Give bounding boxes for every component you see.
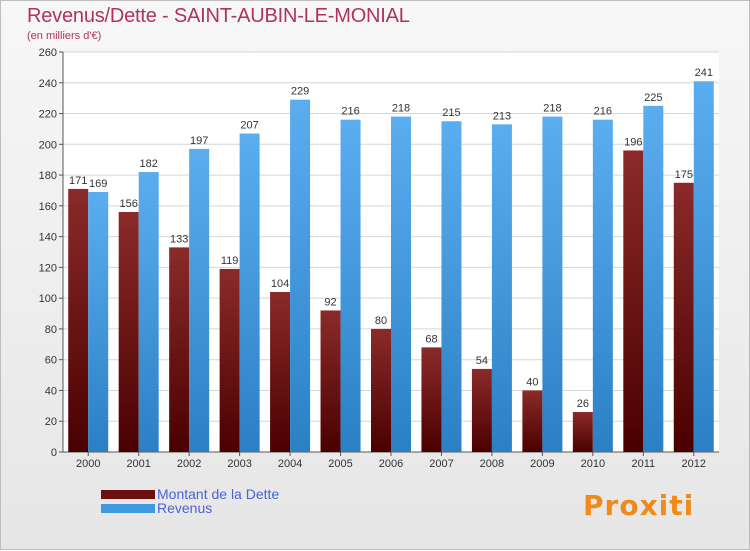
x-tick-label: 2005 — [328, 458, 352, 470]
bar-debt-2000 — [68, 188, 89, 452]
data-label-debt-2012: 175 — [675, 169, 693, 181]
x-tick-label: 2002 — [177, 458, 201, 470]
legend: Montant de la Dette Revenus — [101, 486, 280, 516]
data-label-revenue-2003: 207 — [240, 120, 258, 132]
x-tick-label: 2011 — [631, 458, 655, 470]
data-label-debt-2004: 104 — [271, 278, 289, 290]
data-label-debt-2005: 92 — [324, 296, 336, 308]
y-tick-label: 220 — [39, 109, 57, 121]
data-label-debt-2002: 133 — [170, 233, 188, 245]
bar-debt-2001 — [118, 212, 139, 452]
bar-revenue-2006 — [391, 116, 411, 452]
bar-debt-2007 — [421, 347, 442, 452]
bar-revenue-2003 — [239, 133, 260, 453]
chart-subtitle: (en milliers d'€) — [27, 30, 102, 42]
bar-revenue-2002 — [189, 148, 210, 452]
data-label-debt-2003: 119 — [221, 255, 239, 267]
x-tick-label: 2000 — [76, 458, 100, 470]
data-label-revenue-2007: 215 — [442, 107, 460, 119]
x-tick-label: 2010 — [581, 458, 605, 470]
y-tick-label: 140 — [39, 232, 57, 244]
legend-swatch-debt — [101, 489, 155, 499]
axis-layer: 0 20 40 60 80 100 120 140 160 180 200 220 240 260 2000… — [39, 47, 719, 470]
bar-revenue-2008 — [491, 124, 512, 453]
x-tick-label: 2003 — [227, 458, 251, 470]
y-tick-label: 0 — [51, 447, 57, 459]
data-label-debt-2001: 156 — [120, 198, 138, 210]
bar-revenue-2001 — [138, 172, 159, 452]
bar-layer — [68, 81, 714, 453]
y-tick-label: 180 — [39, 170, 57, 182]
bar-debt-2004 — [270, 292, 291, 452]
bar-debt-2008 — [471, 368, 492, 452]
bar-revenue-2009 — [542, 116, 563, 452]
y-tick-label: 80 — [45, 324, 57, 336]
bar-revenue-2011 — [643, 105, 664, 452]
data-label-revenue-2001: 182 — [140, 158, 158, 170]
x-tick-label: 2008 — [480, 458, 504, 470]
bar-debt-2009 — [522, 390, 543, 452]
legend-label-revenue: Revenus — [157, 500, 213, 516]
legend-item-revenue: Revenus — [101, 500, 279, 516]
y-tick-label: 20 — [45, 416, 57, 428]
legend-swatch-revenue — [101, 503, 155, 513]
y-tick-label: 260 — [39, 47, 57, 59]
y-tick-label: 40 — [45, 385, 57, 397]
y-tick-label: 120 — [39, 262, 57, 274]
bar-revenue-2010 — [592, 119, 613, 452]
x-tick-label: 2012 — [682, 458, 706, 470]
data-label-revenue-2005: 216 — [341, 106, 359, 118]
data-label-revenue-2006: 218 — [392, 103, 410, 115]
proxiti-logo: Proxiti — [583, 489, 694, 522]
y-tick-label: 200 — [39, 139, 57, 151]
legend-label-debt: Montant de la Dette — [157, 486, 280, 502]
data-label-debt-2008: 54 — [476, 355, 488, 367]
data-label-revenue-2008: 213 — [493, 110, 511, 122]
data-label-debt-2010: 26 — [577, 398, 589, 410]
bar-debt-2006 — [371, 328, 391, 452]
data-label-revenue-2011: 225 — [644, 92, 662, 104]
bar-debt-2011 — [623, 150, 644, 452]
data-label-debt-2009: 40 — [526, 376, 538, 388]
y-tick-label: 100 — [39, 293, 57, 305]
data-label-revenue-2002: 197 — [190, 135, 208, 147]
bar-revenue-2004 — [290, 99, 311, 452]
x-tick-label: 2004 — [278, 458, 302, 470]
label-layer: 171 169 156 182 133 197 119 207 104 229 92 216 80 218… — [69, 67, 713, 410]
bar-debt-2012 — [673, 182, 694, 452]
x-tick-label: 2001 — [126, 458, 150, 470]
bar-debt-2002 — [169, 247, 190, 452]
bar-revenue-2000 — [88, 192, 109, 452]
data-label-debt-2011: 196 — [624, 136, 642, 148]
data-label-debt-2000: 171 — [69, 175, 87, 187]
x-tick-label: 2009 — [530, 458, 554, 470]
data-label-revenue-2012: 241 — [695, 67, 713, 79]
x-tick-label: 2006 — [379, 458, 403, 470]
legend-item-debt: Montant de la Dette — [101, 486, 280, 502]
bar-revenue-2007 — [441, 121, 462, 452]
y-tick-label: 160 — [39, 201, 57, 213]
data-label-debt-2006: 80 — [375, 315, 387, 327]
data-label-revenue-2010: 216 — [594, 106, 612, 118]
data-label-revenue-2004: 229 — [291, 86, 309, 98]
logo-text: Proxiti — [583, 489, 695, 522]
data-label-debt-2007: 68 — [425, 333, 437, 345]
bar-debt-2003 — [219, 268, 240, 452]
data-label-revenue-2009: 218 — [543, 103, 561, 115]
bar-revenue-2012 — [693, 81, 714, 452]
bar-debt-2010 — [572, 412, 593, 452]
chart-title: Revenus/Dette - SAINT-AUBIN-LE-MONIAL — [27, 5, 410, 27]
bar-revenue-2005 — [340, 119, 361, 452]
bar-debt-2005 — [320, 310, 341, 452]
data-label-revenue-2000: 169 — [89, 178, 107, 190]
y-tick-label: 60 — [45, 355, 57, 367]
y-tick-label: 240 — [39, 78, 57, 90]
x-tick-label: 2007 — [429, 458, 453, 470]
